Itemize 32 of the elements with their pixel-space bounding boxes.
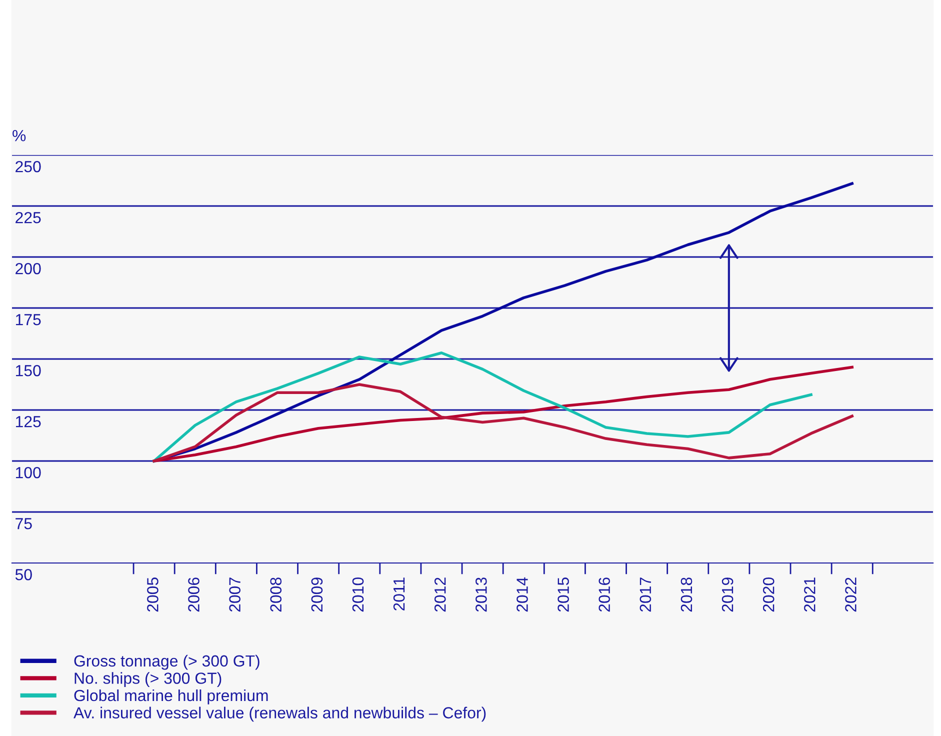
x-tick-label: 2019 <box>722 578 734 612</box>
x-tick-label: 2018 <box>680 578 692 612</box>
y-tick-label: 100 <box>16 466 41 478</box>
y-tick-label: 200 <box>16 262 41 274</box>
y-tick-label: 150 <box>16 364 41 376</box>
x-tick-label: 2005 <box>147 578 158 612</box>
x-tick-label: 2022 <box>845 578 856 612</box>
y-tick-label: 75 <box>16 518 32 530</box>
x-tick-label: 2013 <box>476 578 487 612</box>
x-tick-label: 2006 <box>188 578 200 612</box>
y-axis-title: % <box>12 130 26 142</box>
x-tick-label: 2010 <box>352 578 364 612</box>
x-tick-label: 2017 <box>640 578 652 612</box>
x-tick-label: 2011 <box>393 578 405 610</box>
y-tick-label: 175 <box>16 314 41 326</box>
x-tick-label: 2016 <box>598 578 610 612</box>
x-tick-label: 2012 <box>434 578 446 612</box>
x-tick-label: 2020 <box>762 578 774 612</box>
legend-label: Gross tonnage (> 300 GT) <box>74 654 260 670</box>
legend-label: No. ships (> 300 GT) <box>74 672 222 688</box>
x-tick-label: 2007 <box>229 578 240 612</box>
x-tick-label: 2008 <box>270 578 282 612</box>
x-tick-label: 2009 <box>311 578 323 612</box>
y-tick-label: 225 <box>16 212 41 224</box>
y-tick-label: 125 <box>16 416 41 428</box>
y-tick-label: 250 <box>16 160 41 172</box>
x-tick-label: 2021 <box>804 578 816 612</box>
x-tick-label: 2014 <box>516 577 528 612</box>
y-tick-label: 50 <box>15 568 32 580</box>
legend-label: Av. insured vessel value (renewals and newbuilds – Cefor) <box>74 706 486 722</box>
legend-label: Global marine hull premium <box>74 689 268 704</box>
x-tick-label: 2015 <box>558 578 569 612</box>
